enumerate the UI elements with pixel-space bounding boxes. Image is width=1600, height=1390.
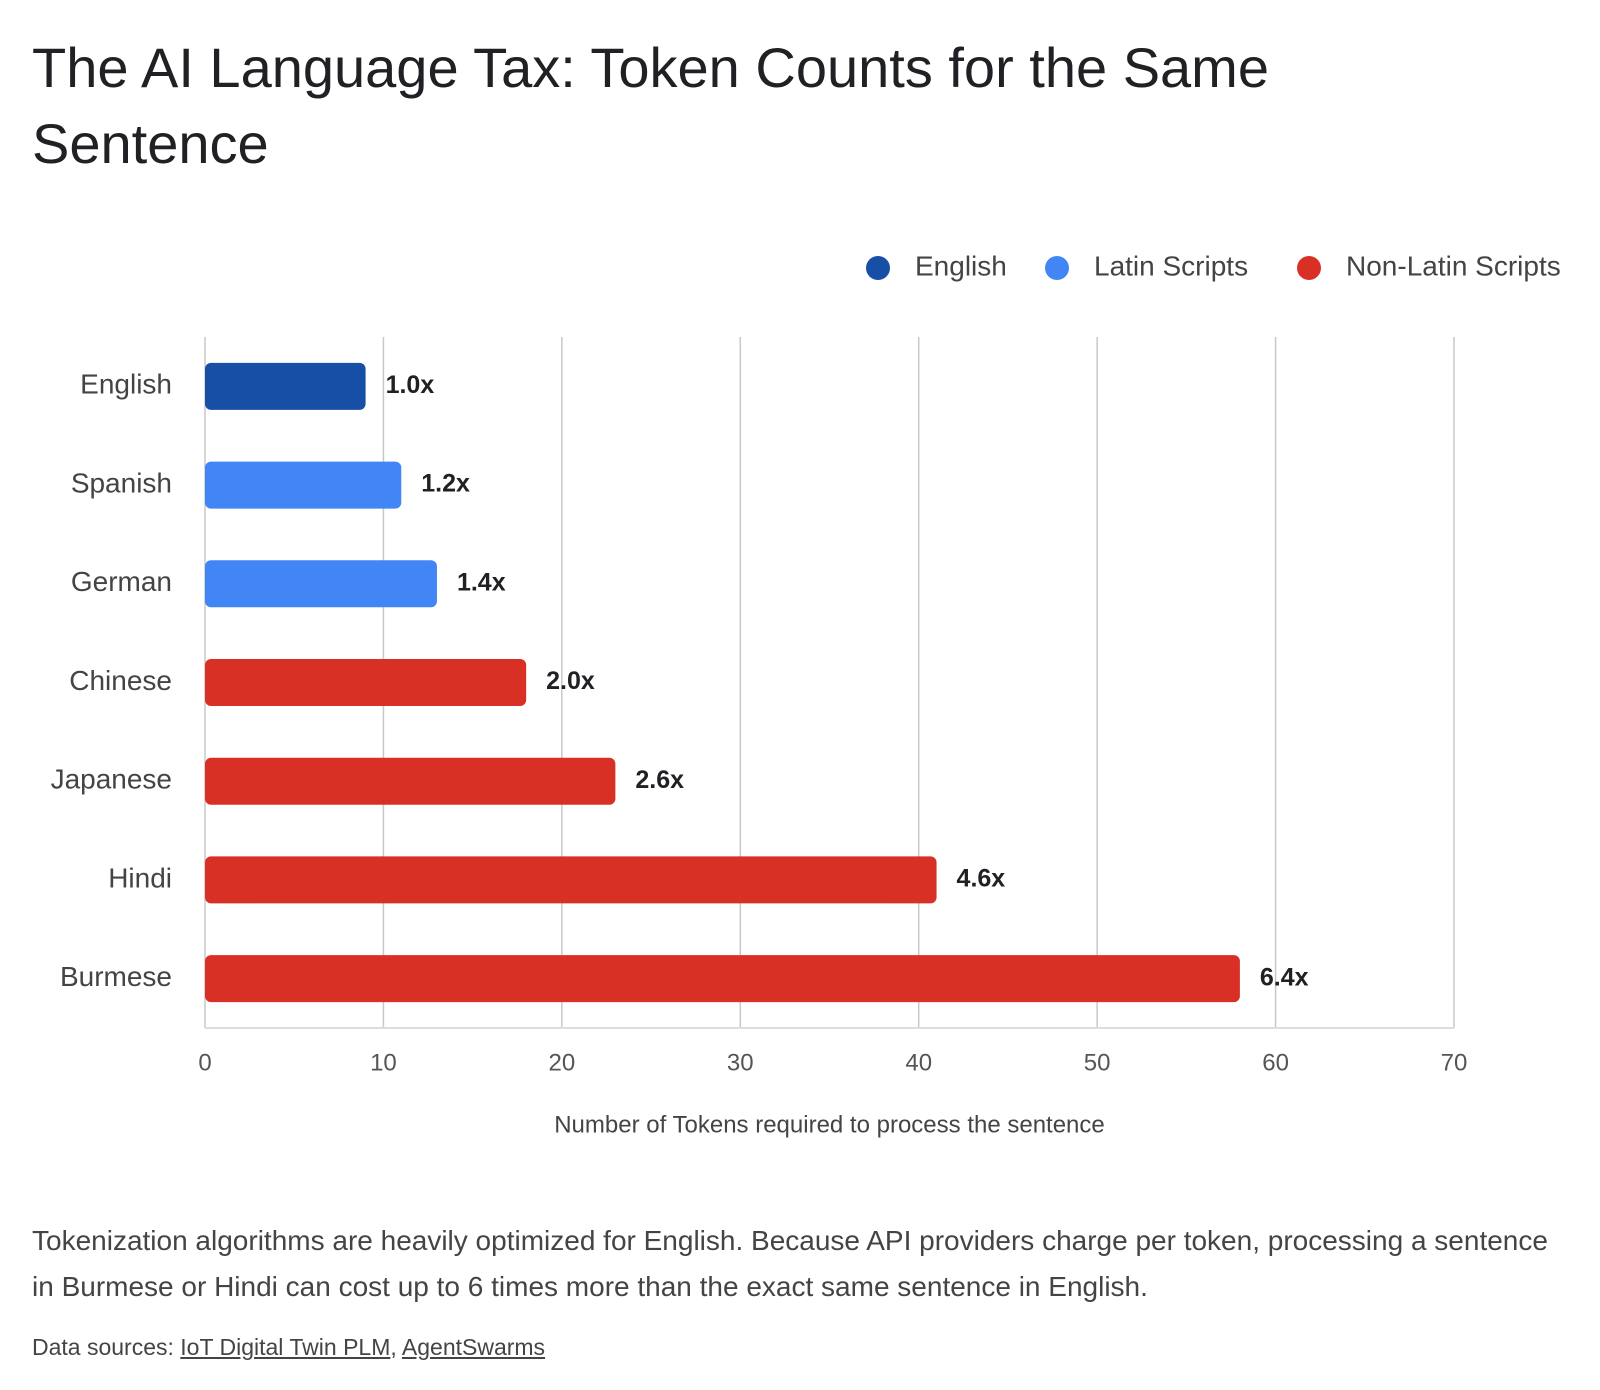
x-tick-label: 10: [370, 1049, 397, 1076]
source-link[interactable]: IoT Digital Twin PLM: [180, 1334, 391, 1360]
bar: [205, 659, 527, 706]
x-tick-label: 50: [1084, 1049, 1111, 1076]
data-label: 2.0x: [546, 667, 595, 695]
x-axis-title: Number of Tokens required to process the…: [554, 1111, 1105, 1138]
chart: 0 10 20 30 40 50 60 70 Number of Tokens required…: [51, 250, 1561, 1138]
caption: Tokenization algorithms are heavily opti…: [32, 1225, 1548, 1302]
data-label: 1.2x: [421, 470, 470, 498]
bar: [205, 955, 1240, 1003]
y-tick-label: Burmese: [60, 961, 172, 992]
y-tick-label: Chinese: [69, 665, 172, 696]
separator: ,: [390, 1334, 397, 1360]
sources: Data sources: IoT Digital Twin PLM, Agen…: [32, 1334, 545, 1361]
chart-title: The AI Language Tax: Token Counts for th…: [32, 36, 1269, 175]
data-label: 1.4x: [457, 568, 506, 596]
y-tick-label: Hindi: [108, 862, 172, 893]
legend-marker: [866, 256, 890, 280]
x-tick-label: 30: [727, 1049, 754, 1076]
bar: [205, 757, 616, 805]
bar: [205, 560, 437, 608]
data-label: 1.0x: [386, 371, 435, 399]
legend-marker: [1297, 256, 1321, 280]
data-label: 2.6x: [635, 766, 684, 794]
source-link[interactable]: AgentSwarms: [401, 1334, 546, 1360]
data-label: 4.6x: [957, 865, 1006, 893]
y-tick-label: German: [71, 566, 172, 597]
legend-marker: [1045, 256, 1069, 280]
x-tick-label: 20: [549, 1049, 576, 1076]
bar: [205, 461, 402, 509]
x-tick-label: 40: [905, 1049, 932, 1076]
legend-label: English: [915, 250, 1007, 281]
y-tick-label: Japanese: [51, 764, 172, 795]
legend-label: Latin Scripts: [1094, 250, 1248, 281]
x-tick-label: 60: [1262, 1049, 1289, 1076]
sources-label: Data sources:: [32, 1334, 174, 1360]
data-label: 6.4x: [1260, 963, 1309, 991]
legend-label: Non-Latin Scripts: [1346, 250, 1561, 281]
x-tick-label: 0: [198, 1049, 211, 1076]
y-tick-label: Spanish: [71, 467, 172, 498]
bar: [205, 362, 366, 410]
bar: [205, 856, 937, 904]
y-tick-label: English: [80, 369, 172, 400]
x-tick-label: 70: [1441, 1049, 1468, 1076]
